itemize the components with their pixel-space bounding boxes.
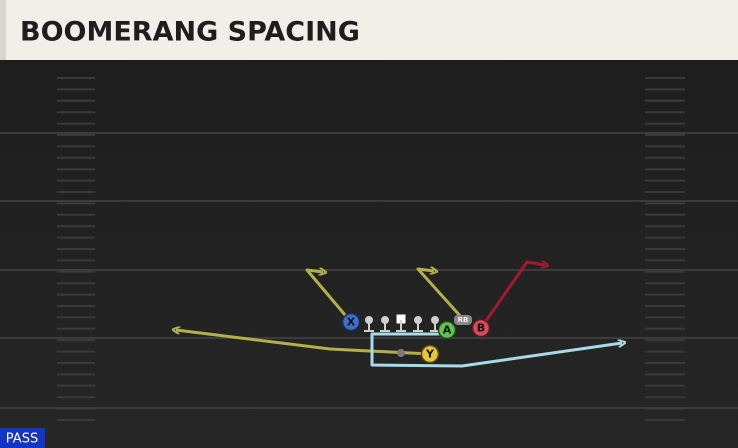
offensive-line bbox=[364, 314, 440, 332]
route-x bbox=[305, 270, 353, 323]
player-x: X bbox=[341, 312, 361, 332]
player-label: B bbox=[477, 322, 485, 335]
hash-marks bbox=[57, 77, 685, 421]
route-y bbox=[176, 330, 431, 356]
player-rb: RB bbox=[454, 315, 472, 325]
player-b: B bbox=[471, 318, 491, 338]
route-rb bbox=[416, 269, 464, 320]
header-band bbox=[0, 0, 738, 60]
player-label: A bbox=[443, 324, 452, 337]
route-b bbox=[479, 262, 545, 329]
badge bbox=[0, 428, 45, 448]
qb bbox=[397, 349, 405, 357]
player-y: Y bbox=[420, 344, 440, 364]
player-label: Y bbox=[425, 348, 435, 361]
routes bbox=[176, 262, 622, 368]
player-label: X bbox=[347, 316, 356, 329]
player-a: A bbox=[437, 320, 457, 340]
route-a bbox=[370, 332, 622, 368]
badge-text: PASS bbox=[6, 432, 38, 447]
player-label: RB bbox=[458, 316, 469, 324]
title: BOOMERANG SPACING bbox=[20, 17, 360, 48]
header-accent bbox=[0, 0, 6, 60]
yard-lines bbox=[0, 132, 738, 409]
